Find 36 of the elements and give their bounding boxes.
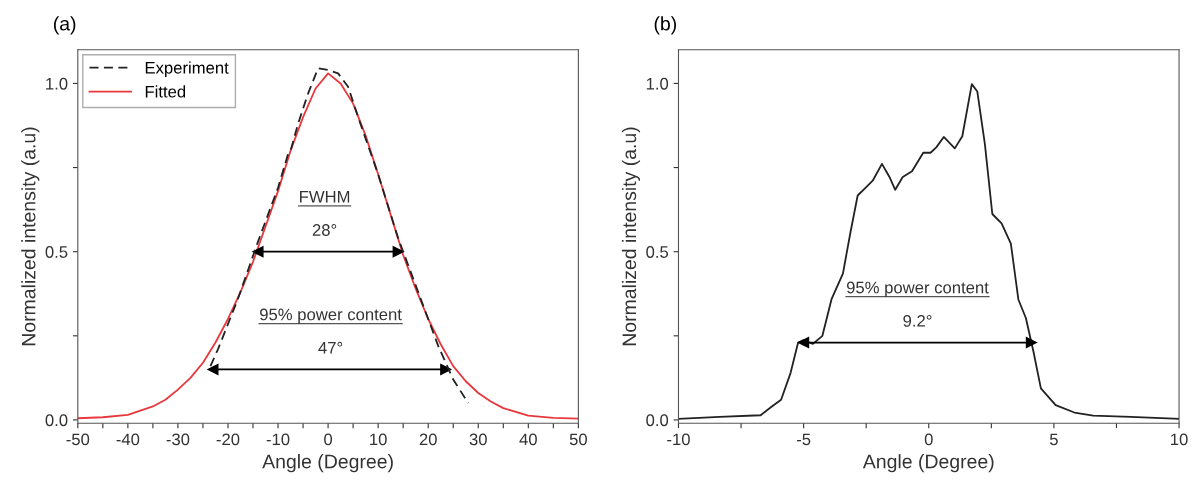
annotation: FWHM [300, 190, 350, 203]
y-axis-title: Normalized intensity (a.u) [21, 127, 40, 346]
y-tick-label: 1.0 [46, 77, 68, 90]
x-tick-label: -30 [166, 433, 190, 446]
y-tick-label: 0.5 [45, 246, 68, 258]
x-tick-label: 0 [324, 433, 333, 446]
y-tick-label: 1.0 [646, 77, 669, 90]
x-tick-label: -10 [667, 433, 690, 446]
x-tick-label: 40 [519, 433, 537, 446]
x-tick-label: -5 [796, 433, 811, 446]
annotation: 9.2° [903, 314, 932, 327]
y-tick-label: 0.0 [646, 414, 669, 427]
y-axis-title: Normalized intensity (a.u) [621, 127, 641, 346]
annotation: 47° [318, 341, 343, 354]
x-tick-label: 0 [924, 433, 933, 446]
x-tick-label: 20 [419, 433, 437, 446]
x-tick-label: -50 [66, 433, 90, 446]
x-tick-label: 10 [1171, 433, 1188, 446]
legend-label: Fitted [145, 85, 186, 98]
x-tick-label: -10 [266, 433, 290, 446]
annotation: 95% power content [846, 281, 989, 297]
chart-title: (b) [654, 16, 677, 35]
x-tick-label: 50 [569, 433, 587, 446]
x-axis-title: Angle (Degree) [262, 454, 393, 473]
legend-label: Experiment [145, 61, 229, 77]
x-tick-label: 5 [1049, 433, 1058, 446]
annotation: 28° [312, 224, 337, 236]
chart-title: (a) [53, 16, 76, 35]
x-tick-label: 10 [370, 433, 387, 446]
y-tick-label: 0.5 [646, 246, 669, 258]
annotation: 95% power content [260, 308, 402, 324]
x-axis-title: Angle (Degree) [862, 454, 994, 473]
x-tick-label: 30 [469, 433, 487, 446]
x-tick-label: -40 [116, 433, 140, 446]
x-tick-label: -20 [216, 433, 240, 446]
y-tick-label: 0.0 [45, 414, 68, 427]
